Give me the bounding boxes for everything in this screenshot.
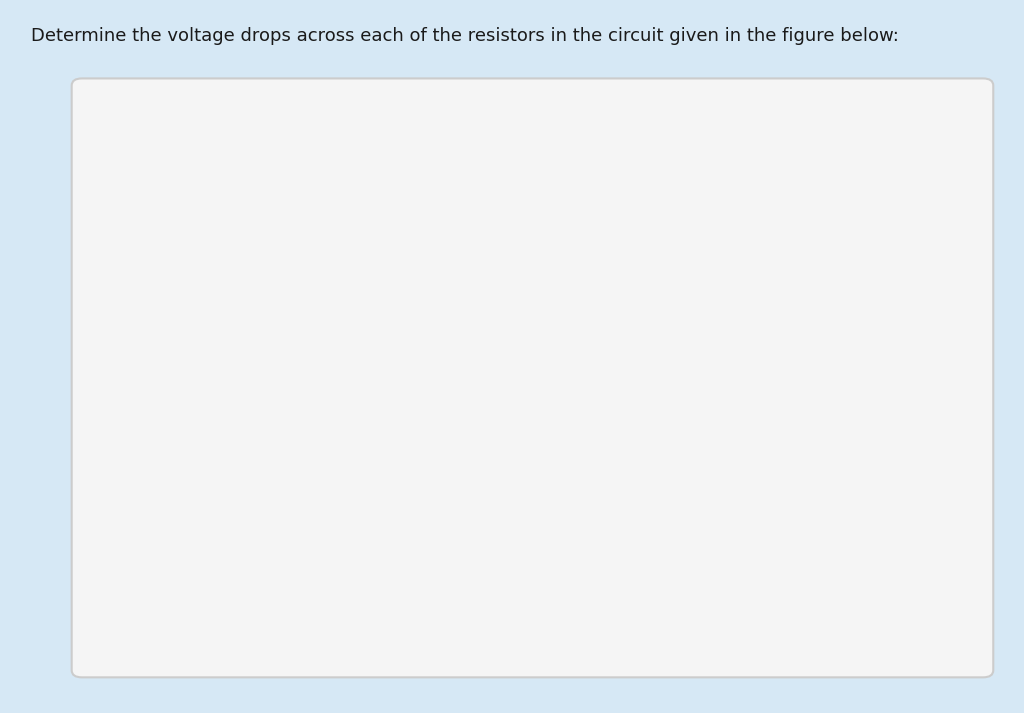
Bar [292,158,412,198]
Circle shape [484,167,507,189]
Text: 5 Ω: 5 Ω [628,117,660,136]
Text: 13 Ω: 13 Ω [703,392,750,411]
Text: 9 Ω: 9 Ω [427,392,461,411]
Text: Determine the voltage drops across each of the resistors in the circuit given in: Determine the voltage drops across each … [31,27,899,45]
Bar [584,158,705,198]
Bar [476,330,516,450]
Text: 15 V: 15 V [220,448,264,468]
Circle shape [484,591,507,613]
Bar [772,330,812,450]
Text: 11 Ω: 11 Ω [329,117,375,136]
Text: I: I [225,223,231,242]
